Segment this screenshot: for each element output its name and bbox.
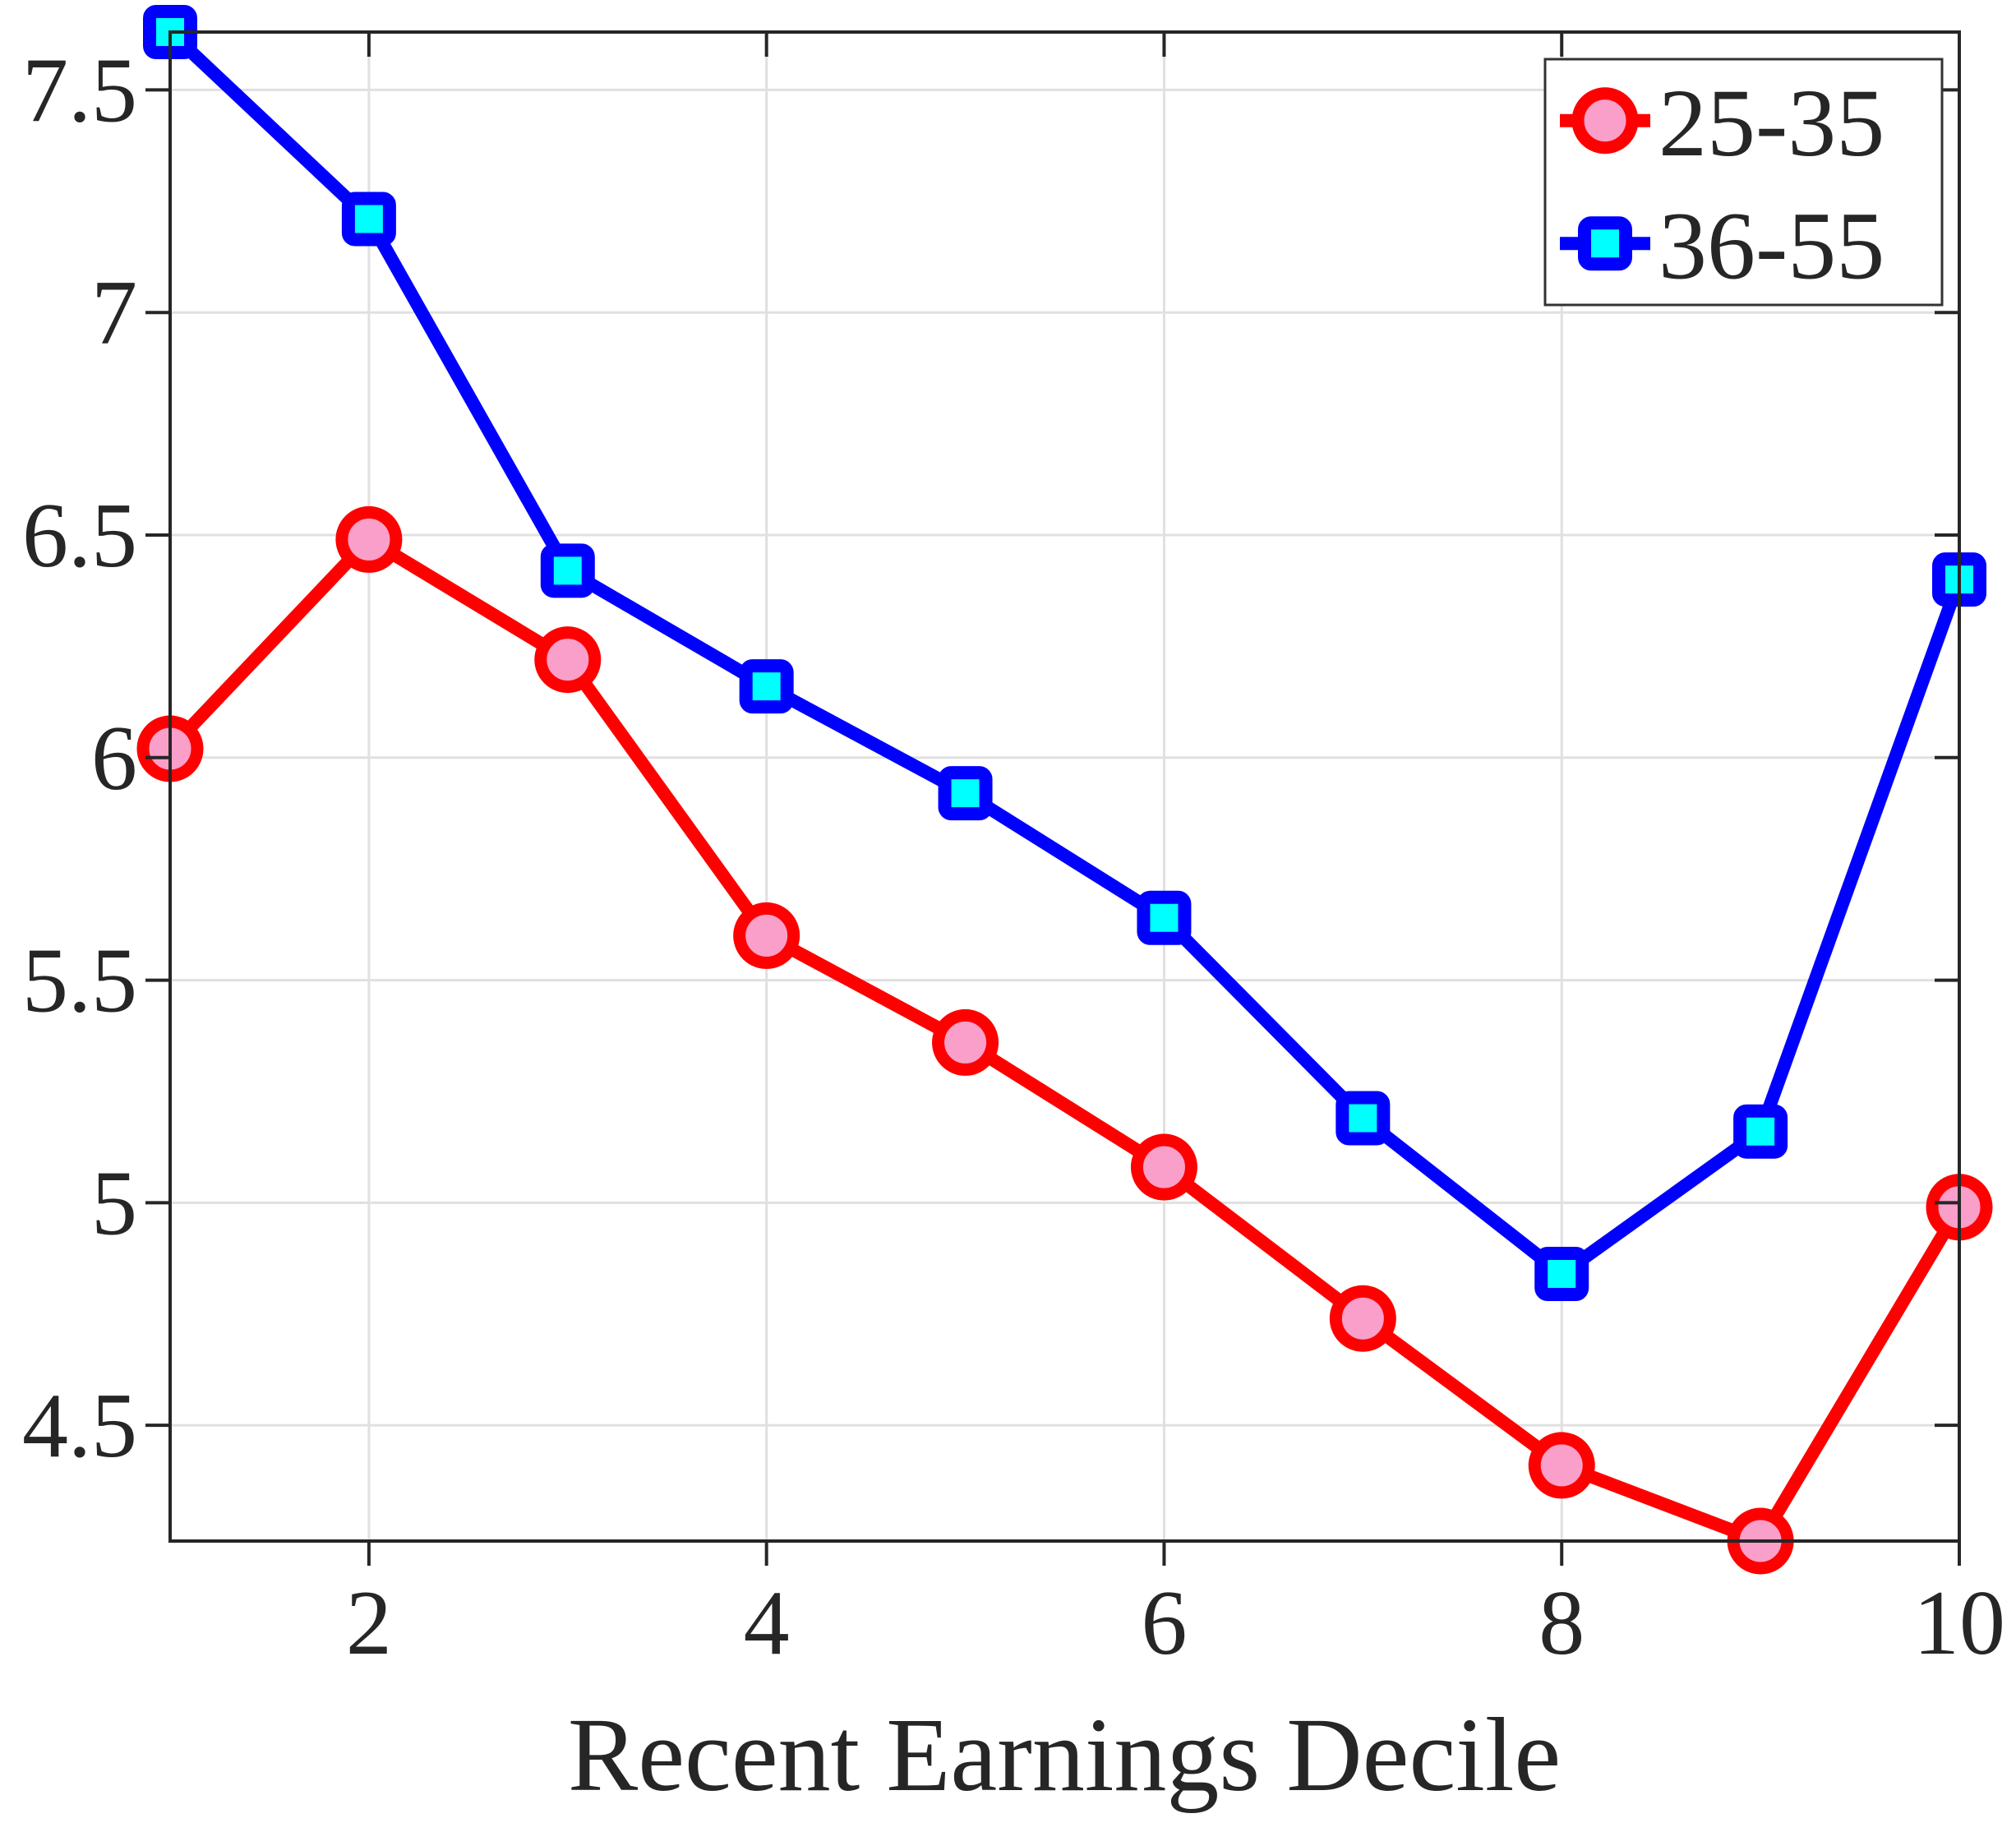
y-tick-label: 5.5	[22, 930, 137, 1032]
data-point-marker-36-55	[1534, 1247, 1589, 1302]
y-tick-label: 4.5	[22, 1375, 137, 1477]
x-tick-label: 10	[1913, 1572, 2005, 1674]
y-tick-label: 6	[91, 708, 137, 810]
data-point-marker-25-35	[733, 902, 800, 969]
plot-border	[168, 30, 1961, 1543]
legend-square-marker-icon	[1578, 216, 1632, 271]
y-tick-label: 7.5	[22, 39, 137, 141]
x-tick-label: 4	[744, 1572, 790, 1674]
x-tick-label: 2	[346, 1572, 392, 1674]
legend: 25-35 36-55	[1543, 58, 1944, 307]
legend-label: 36-55	[1658, 192, 1885, 299]
data-point-marker-36-55	[1137, 890, 1192, 945]
data-point-marker-36-55	[341, 192, 396, 247]
axes	[145, 30, 1961, 1566]
data-point-marker-25-35	[1329, 1285, 1396, 1352]
y-tick-label: 5	[91, 1152, 137, 1254]
legend-circle-marker-icon	[1571, 87, 1639, 155]
data-point-marker-36-55	[938, 766, 993, 821]
tick-labels: 2 4 6 8 10 4.5 5 5.5 6 6.5 7 7.5	[22, 39, 2005, 1674]
data-point-marker-25-35	[534, 626, 602, 694]
series-line-25-35	[165, 533, 1965, 1548]
data-point-marker-36-55	[1336, 1091, 1391, 1146]
data-point-marker-25-35	[335, 505, 403, 573]
data-point-marker-36-55	[1733, 1104, 1788, 1159]
y-tick-label: 7	[91, 262, 137, 364]
data-point-marker-25-35	[932, 1008, 999, 1076]
data-point-marker-36-55	[540, 543, 595, 598]
data-point-marker-36-55	[739, 659, 794, 714]
x-tick-label: 6	[1141, 1572, 1187, 1674]
series-line-36-55	[165, 27, 1966, 1281]
legend-label: 25-35	[1658, 69, 1885, 177]
y-tick-label: 6.5	[22, 485, 137, 587]
data-point-marker-25-35	[1130, 1133, 1197, 1201]
x-axis-label: Recent Earnings Decile	[568, 1696, 1561, 1813]
x-tick-label: 8	[1539, 1572, 1585, 1674]
data-point-marker-25-35	[1528, 1432, 1595, 1499]
